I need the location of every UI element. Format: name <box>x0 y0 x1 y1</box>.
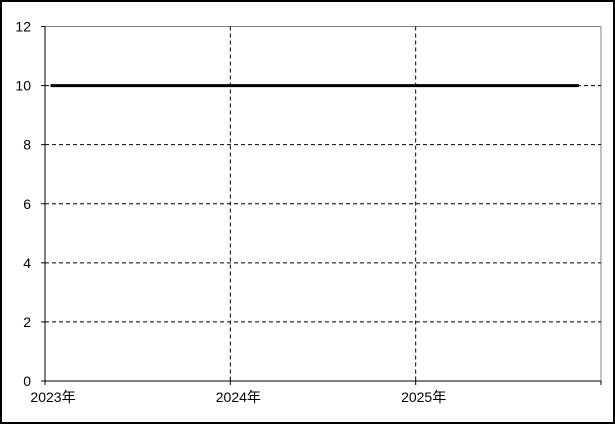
x-axis-label-2025年: 2025年 <box>401 389 446 405</box>
y-axis-label-6: 6 <box>23 196 31 212</box>
y-axis-label-0: 0 <box>23 373 31 389</box>
y-axis-label-8: 8 <box>23 137 31 153</box>
y-axis-label-12: 12 <box>15 19 31 35</box>
y-axis-label-10: 10 <box>15 78 31 94</box>
x-axis-label-2023年: 2023年 <box>30 389 75 405</box>
y-axis-label-2: 2 <box>23 314 31 330</box>
x-axis-label-2024年: 2024年 <box>216 389 261 405</box>
y-axis-label-4: 4 <box>23 255 31 271</box>
